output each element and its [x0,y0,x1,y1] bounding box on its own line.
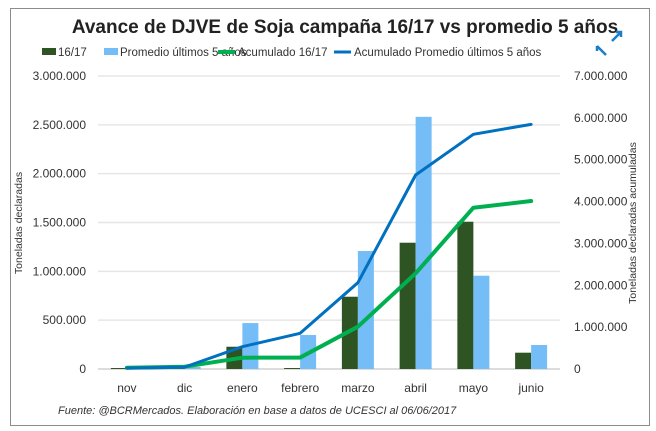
chart-title: Avance de DJVE de Soja campaña 16/17 vs … [72,17,618,38]
x-tick-label: febrero [281,381,319,395]
legend-label: 16/17 [58,47,87,59]
x-tick-label: junio [517,381,544,395]
bar-16-17-mayo [457,221,474,369]
bar-promedio-junio [531,344,548,369]
y-tick-label: 2.000.000 [33,167,87,181]
bar-16-17-febrero [284,368,301,369]
y2-tick-label: 4.000.000 [574,195,628,209]
y2-tick-label: 5.000.000 [574,153,628,167]
x-tick-label: dic [177,381,192,395]
legend-swatch [42,48,56,55]
bar-16-17-junio [515,352,532,369]
y-axis-label: Toneladas declaradas [13,172,25,274]
bar-16-17-abril [399,242,416,369]
y2-axis-label: Toneladas declaradas acumuladas [627,142,639,304]
line-acumulado-promedio [125,122,533,370]
y-tick-label: 3.000.000 [33,69,87,83]
x-tick-label: abril [404,381,427,395]
y-tick-label: 0 [79,362,86,376]
y2-tick-label: 6.000.000 [574,111,628,125]
y-tick-label: 1.000.000 [33,264,87,278]
y-tick-label: 2.500.000 [33,118,87,132]
legend-label: Acumulado Promedio últimos 5 años [354,47,542,59]
y2-tick-label: 3.000.000 [574,236,628,250]
y2-tick-label: 0 [574,362,581,376]
x-tick-label: nov [117,381,136,395]
x-tick-label: mayo [459,381,489,395]
bar-promedio-dic [184,367,201,369]
bar-16-17-nov [110,368,127,369]
y2-tick-label: 7.000.000 [574,69,628,83]
y2-tick-label: 1.000.000 [574,320,628,334]
legend-label: Acumulado 16/17 [238,47,328,59]
source-note: Fuente: @BCRMercados. Elaboración en bas… [58,405,457,417]
y-tick-label: 500.000 [43,313,87,327]
x-tick-label: enero [227,381,258,395]
y-tick-label: 1.500.000 [33,216,87,230]
bar-promedio-marzo [357,251,374,369]
x-tick-label: marzo [341,381,375,395]
bar-promedio-abril [415,116,432,369]
y2-tick-label: 2.000.000 [574,278,628,292]
expand-icon[interactable] [595,30,623,56]
bar-promedio-mayo [473,275,490,369]
legend-swatch [104,48,118,55]
legend-label: Promedio últimos 5 años [120,47,247,59]
